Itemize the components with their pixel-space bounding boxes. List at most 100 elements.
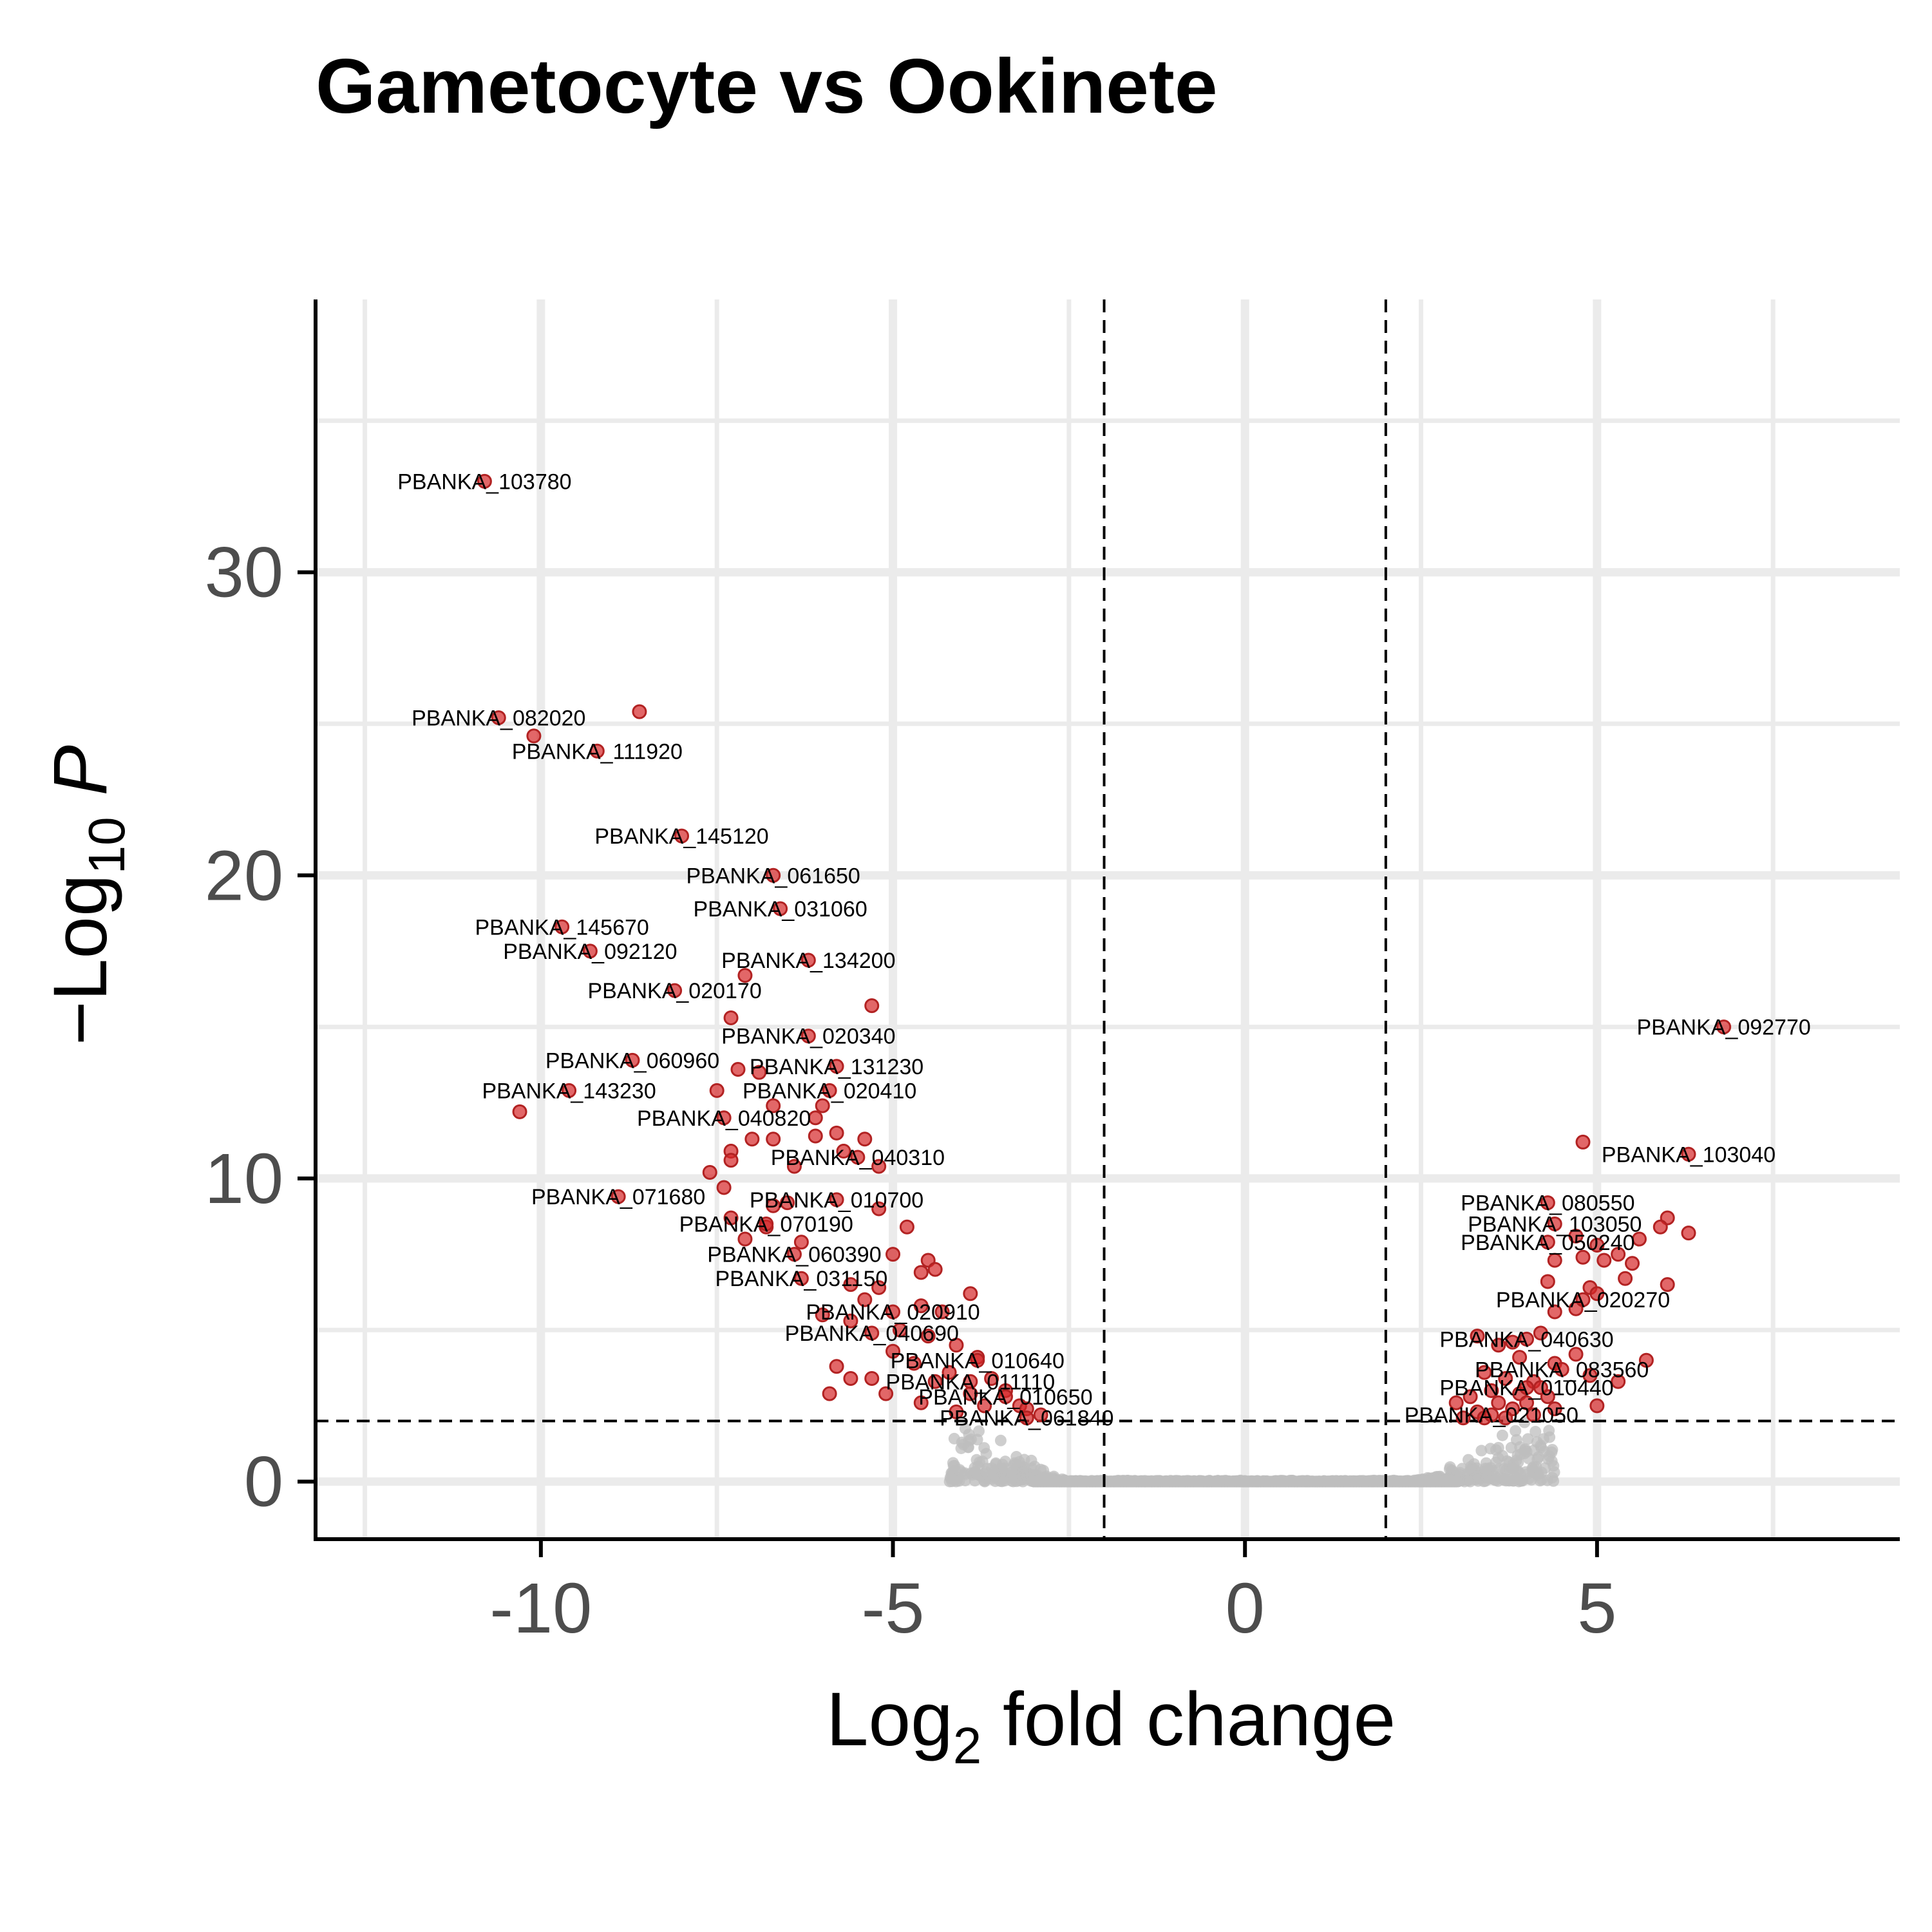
significant-point [744,1132,760,1147]
significant-point [1575,1249,1591,1265]
gene-label: PBANKA_131230 [750,1055,923,1079]
nonsignificant-point [1514,1467,1526,1479]
significant-point [1568,1347,1584,1362]
nonsignificant-points [943,1416,1560,1488]
significant-point [723,1010,739,1025]
significant-point [759,1217,774,1232]
nonsignificant-point [1475,1444,1488,1457]
significant-point [1625,1256,1640,1271]
significant-point [1575,1134,1591,1150]
significant-point [1575,1292,1591,1307]
gene-label: PBANKA_020340 [721,1025,895,1049]
nonsignificant-point [948,1473,960,1486]
significant-point [857,1292,873,1307]
significant-point [843,1313,858,1329]
significant-point [836,1144,851,1159]
significant-point [829,1192,844,1208]
gene-label: PBANKA_010700 [750,1188,923,1213]
significant-point [766,1098,781,1113]
significant-point [780,1195,795,1211]
significant-point [1540,1195,1555,1211]
x-axis-title: Log2 fold change [826,1677,1396,1774]
gene-label: PBANKA_103040 [1602,1142,1776,1167]
significant-point [1519,1395,1535,1410]
gene-label: PBANKA_060390 [707,1243,881,1267]
significant-point [864,998,880,1014]
nonsignificant-point [978,1442,990,1454]
significant-point [927,1262,943,1277]
significant-point [737,1231,753,1247]
significant-point [1540,1274,1555,1289]
gene-label: PBANKA_040310 [771,1146,945,1170]
y-tick-label: 30 [205,533,283,612]
significant-point [1660,1277,1675,1293]
significant-point [864,1371,880,1387]
nonsignificant-point [1463,1454,1475,1466]
nonsignificant-point [1522,1433,1534,1445]
nonsignificant-point [1469,1470,1481,1482]
significant-point [892,1322,907,1338]
gene-label: PBANKA_020170 [587,979,761,1003]
significant-point [477,473,492,489]
significant-point [1463,1389,1478,1405]
significant-point [843,1277,858,1293]
significant-point [808,1128,823,1144]
significant-point [766,1132,781,1147]
significant-point [1519,1331,1535,1347]
significant-point [1498,1410,1513,1426]
nonsignificant-point [994,1434,1007,1446]
significant-point [786,1159,802,1174]
y-tick-labels: 0 10 20 30 [205,533,283,1522]
significant-point [526,728,542,744]
significant-point [1618,1271,1633,1286]
significant-point [1589,1398,1605,1414]
gene-labels: PBANKA_103780 PBANKA_082020 PBANKA_111920 P… [397,469,1811,1430]
significant-point [589,743,605,759]
significant-point [766,867,781,883]
nonsignificant-point [1479,1463,1492,1475]
gene-label: PBANKA_010650 [918,1385,1092,1410]
significant-point [1716,1019,1732,1035]
gene-label: PBANKA_083560 [1475,1358,1649,1382]
significant-point [800,952,816,968]
significant-point [632,704,647,719]
significant-point [970,1352,985,1368]
significant-point [1498,1371,1513,1387]
significant-point [815,1098,830,1113]
significant-point [512,1104,527,1119]
nonsignificant-point [954,1464,966,1476]
significant-point [752,1065,767,1080]
significant-point [886,1247,901,1262]
gene-label: PBANKA_082020 [412,706,585,731]
significant-point [1547,1401,1562,1417]
significant-point [1519,1380,1535,1396]
significant-point [984,1371,999,1387]
nonsignificant-point [999,1455,1012,1468]
nonsignificant-point [963,1428,975,1441]
significant-point [920,1329,936,1344]
significant-point [1596,1253,1612,1268]
nonsignificant-point [1536,1473,1548,1486]
significant-point [927,1374,943,1389]
significant-point [1477,1365,1492,1380]
gene-label: PBANKA_061650 [687,864,860,888]
significant-point [829,1359,844,1374]
significant-point [611,1189,626,1204]
x-tick-label: -5 [862,1569,925,1648]
nonsignificant-point [972,1425,985,1437]
gene-label: PBANKA_031150 [715,1267,888,1291]
nonsignificant-point [1510,1425,1522,1437]
gene-label: PBANKA_092120 [503,940,677,964]
gene-label: PBANKA_143230 [482,1079,656,1103]
significant-point [942,1365,957,1380]
significant-point [815,1307,830,1323]
significant-point [773,901,788,916]
nonsignificant-point [1505,1441,1517,1454]
gene-label: PBANKA_040820 [637,1106,811,1131]
nonsignificant-point [959,1474,971,1486]
significant-point [625,1052,640,1068]
significant-point [871,1159,887,1174]
significant-point [1033,1407,1048,1423]
y-axis-title: −Log10 P [38,745,135,1045]
